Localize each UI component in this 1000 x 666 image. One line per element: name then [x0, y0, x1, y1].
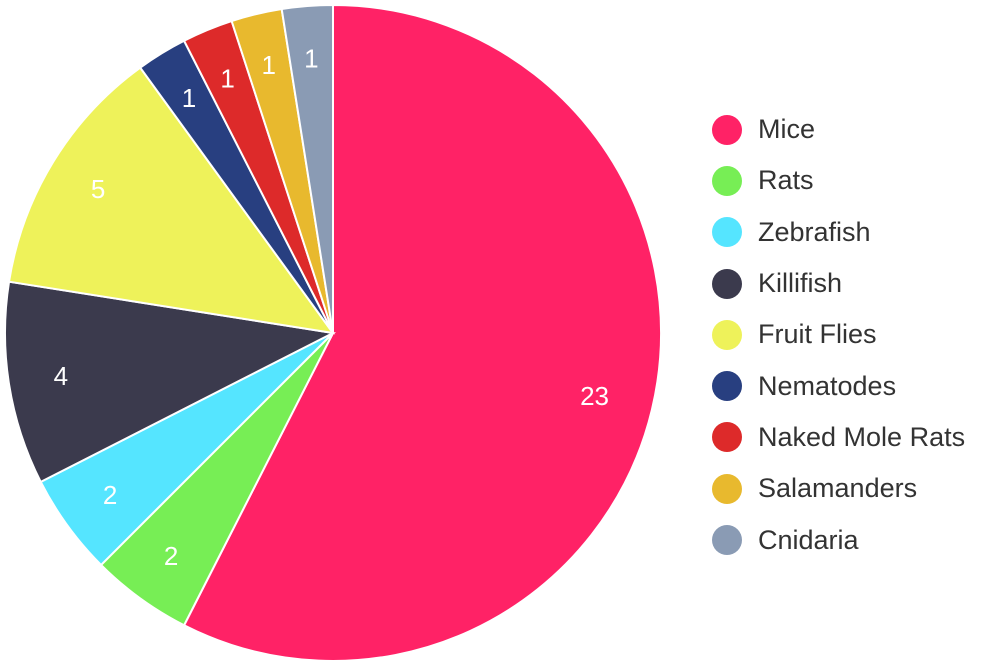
legend-label: Rats	[758, 165, 814, 196]
legend-swatch	[712, 114, 742, 145]
legend-item-fruit-flies: Fruit Flies	[712, 309, 965, 360]
legend: Mice Rats Zebrafish Killifish Fruit Flies Nem…	[712, 104, 965, 566]
slice-value-label-naked-mole-rats: 1	[220, 63, 234, 93]
legend-label: Cnidaria	[758, 524, 859, 555]
legend-label: Fruit Flies	[758, 319, 877, 350]
legend-swatch	[712, 473, 742, 504]
slice-value-label-mice: 23	[580, 381, 609, 411]
legend-label: Naked Mole Rats	[758, 421, 966, 452]
pie-slice-cnidaria	[280, 3, 334, 334]
legend-item-salamanders: Salamanders	[712, 463, 965, 514]
slice-value-label-zebrafish: 2	[103, 480, 117, 510]
legend-label: Zebrafish	[758, 216, 871, 247]
legend-swatch	[712, 371, 742, 402]
legend-item-cnidaria: Cnidaria	[712, 514, 965, 565]
legend-swatch	[712, 268, 742, 299]
legend-item-naked-mole-rats: Naked Mole Rats	[712, 412, 965, 463]
slice-value-label-cnidaria: 1	[304, 43, 318, 73]
legend-swatch	[712, 217, 742, 248]
legend-item-nematodes: Nematodes	[712, 360, 965, 411]
slice-value-label-rats: 2	[164, 541, 178, 571]
legend-label: Nematodes	[758, 370, 897, 401]
slice-value-label-salamanders: 1	[261, 50, 275, 80]
legend-swatch	[712, 422, 742, 453]
legend-swatch	[712, 525, 742, 556]
slice-value-label-killifish: 4	[54, 361, 68, 391]
slice-value-label-nematodes: 1	[182, 83, 196, 113]
slice-value-label-fruit-flies: 5	[91, 174, 105, 204]
legend-swatch	[712, 319, 742, 350]
pie-slice-mice	[182, 3, 662, 662]
legend-label: Killifish	[758, 268, 843, 299]
pie-slice-fruit-flies	[7, 66, 336, 335]
legend-label: Mice	[758, 114, 816, 145]
legend-item-zebrafish: Zebrafish	[712, 207, 965, 258]
pie-slice-killifish	[4, 280, 337, 484]
legend-item-rats: Rats	[712, 155, 965, 206]
legend-label: Salamanders	[758, 473, 918, 504]
legend-item-mice: Mice	[712, 104, 965, 155]
legend-item-killifish: Killifish	[712, 258, 965, 309]
legend-swatch	[712, 165, 742, 196]
